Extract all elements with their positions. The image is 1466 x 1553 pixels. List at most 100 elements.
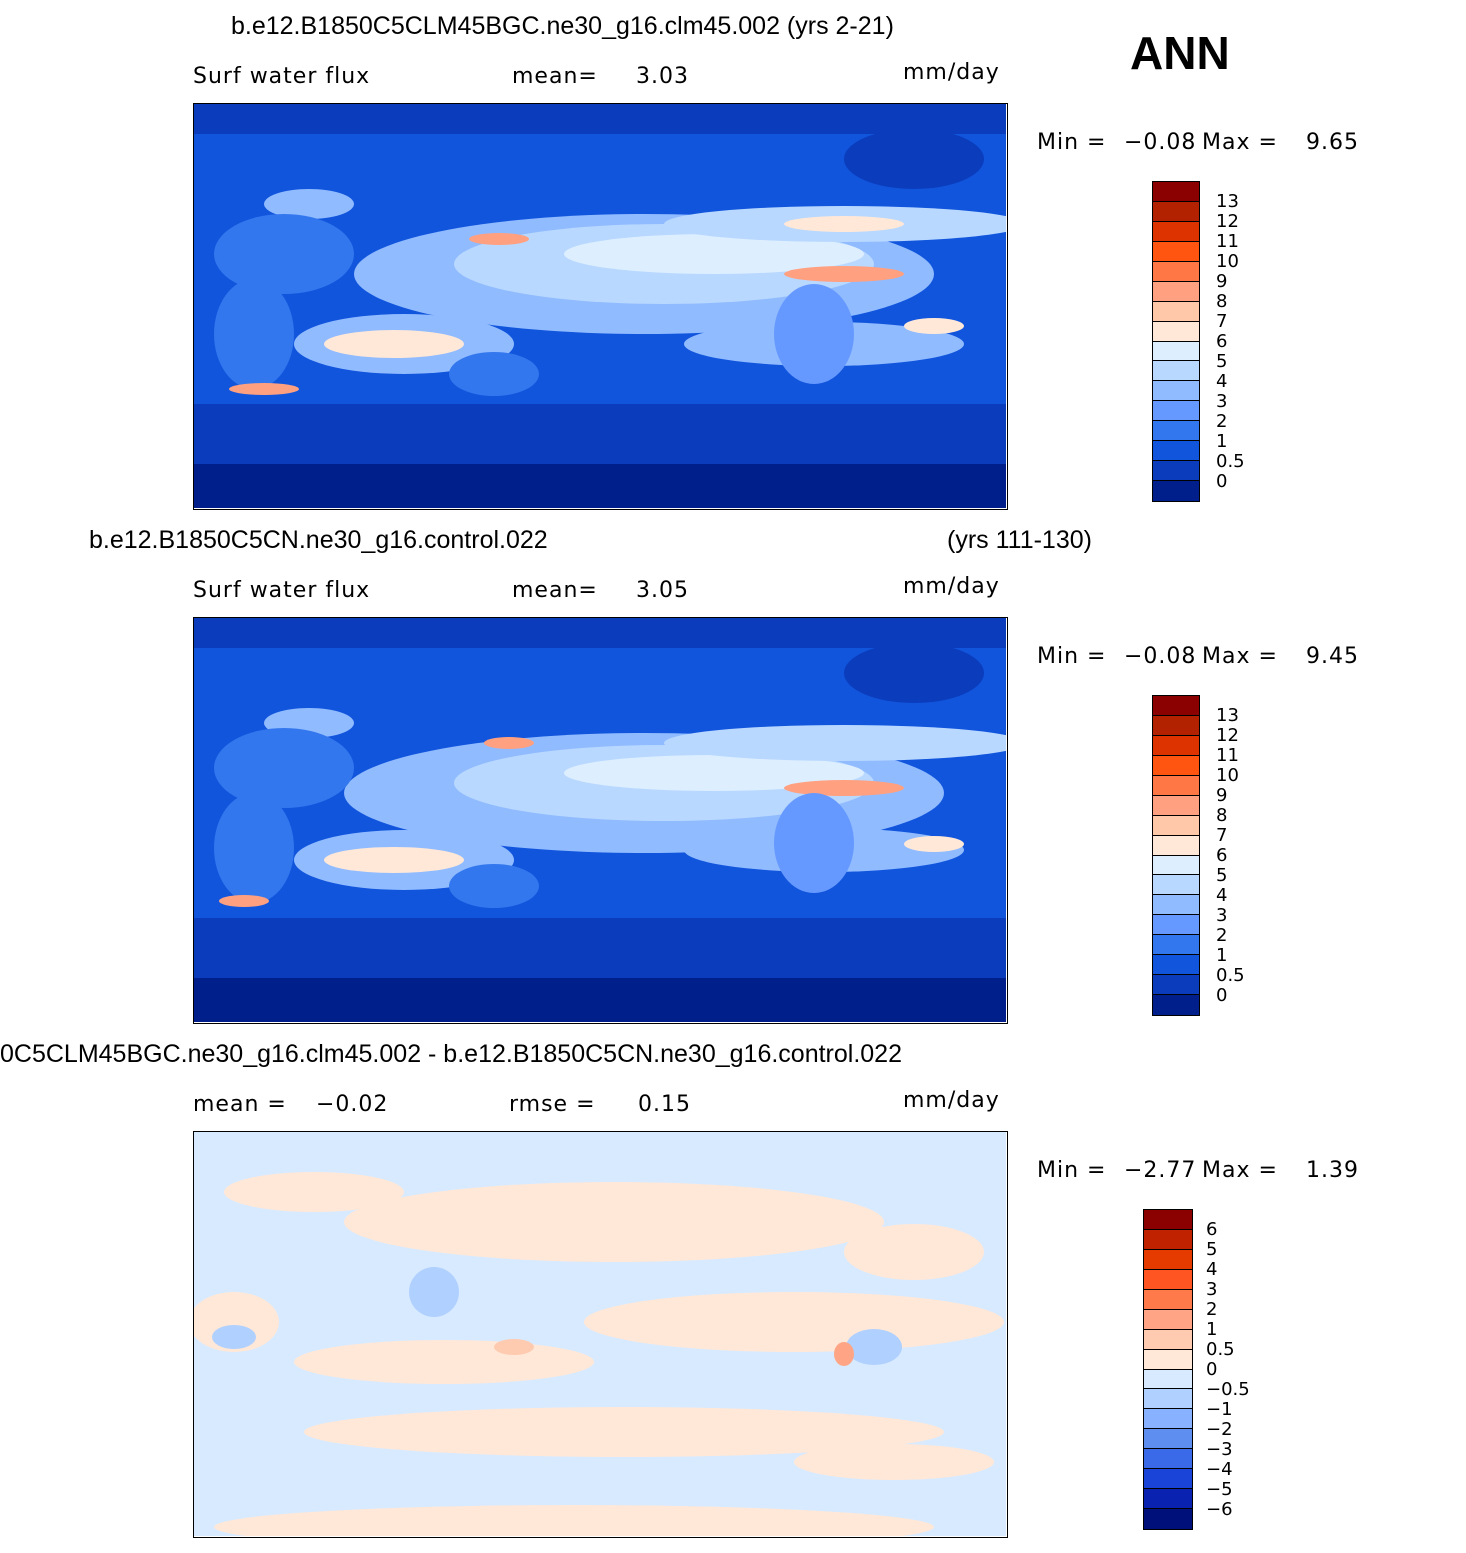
colorbar-tick-label: 13 — [1216, 705, 1239, 726]
colorbar-swatch — [1153, 361, 1199, 382]
colorbar-tick-label: 12 — [1216, 725, 1239, 746]
colorbar-tick-label: 7 — [1216, 311, 1228, 332]
season-label: ANN — [1130, 27, 1230, 79]
colorbar-tick-label: −0.5 — [1206, 1379, 1250, 1400]
panel-1-stat1-value: 3.03 — [636, 64, 689, 89]
panel-2-stat1-value: 3.05 — [636, 578, 689, 603]
colorbar-swatch — [1153, 261, 1199, 282]
panel-3-map — [193, 1131, 1008, 1538]
colorbar-swatch — [1153, 241, 1199, 262]
colorbar-swatch — [1153, 182, 1199, 202]
colorbar-swatch — [1153, 461, 1199, 482]
colorbar-tick-label: 6 — [1206, 1219, 1218, 1240]
panel-1-min-value: −0.08 — [1124, 130, 1197, 155]
colorbar-tick-label: 0.5 — [1216, 451, 1245, 472]
colorbar-swatch — [1153, 381, 1199, 402]
colorbar-tick-label: 3 — [1216, 391, 1228, 412]
panel-1-stat1-label: mean= — [512, 64, 598, 89]
colorbar-tick-label: −1 — [1206, 1399, 1233, 1420]
colorbar-tick-label: 7 — [1216, 825, 1228, 846]
panel-3-colorbar — [1143, 1209, 1193, 1530]
colorbar-swatch — [1144, 1269, 1192, 1290]
panel-3-stat2-label: rmse = — [509, 1092, 596, 1117]
colorbar-tick-label: 12 — [1216, 211, 1239, 232]
panel-2-units: mm/day — [903, 574, 1000, 599]
colorbar-swatch — [1153, 201, 1199, 222]
colorbar-tick-label: 6 — [1216, 331, 1228, 352]
panel-2-colorbar — [1152, 695, 1200, 1016]
colorbar-swatch — [1153, 995, 1199, 1015]
colorbar-swatch — [1144, 1509, 1192, 1529]
colorbar-swatch — [1144, 1229, 1192, 1250]
panel-3-title: 0C5CLM45BGC.ne30_g16.clm45.002 - b.e12.B… — [0, 1040, 902, 1068]
panel-1-colorbar-ticks: 13 12 11 10 9 8 7 6 5 4 3 2 1 0.5 0 — [1216, 192, 1245, 492]
panel-1-title: b.e12.B1850C5CLM45BGC.ne30_g16.clm45.002… — [231, 12, 894, 40]
colorbar-swatch — [1153, 795, 1199, 816]
panel-2-max-label: Max = — [1202, 644, 1278, 669]
panel-1-map — [193, 103, 1008, 510]
colorbar-tick-label: 6 — [1216, 845, 1228, 866]
colorbar-tick-label: 9 — [1216, 271, 1228, 292]
colorbar-tick-label: −3 — [1206, 1439, 1233, 1460]
colorbar-tick-label: −2 — [1206, 1419, 1233, 1440]
colorbar-swatch — [1144, 1489, 1192, 1510]
colorbar-tick-label: 1 — [1206, 1319, 1218, 1340]
colorbar-swatch — [1144, 1469, 1192, 1490]
colorbar-tick-label: −4 — [1206, 1459, 1233, 1480]
panel-2-max-value: 9.45 — [1306, 644, 1359, 669]
colorbar-tick-label: 2 — [1216, 411, 1228, 432]
colorbar-swatch — [1153, 935, 1199, 956]
colorbar-swatch — [1153, 441, 1199, 462]
colorbar-tick-label: 2 — [1216, 925, 1228, 946]
colorbar-swatch — [1153, 221, 1199, 242]
colorbar-tick-label: 3 — [1206, 1279, 1218, 1300]
colorbar-swatch — [1153, 715, 1199, 736]
panel-3-map-graphic — [194, 1132, 1006, 1536]
colorbar-tick-label: 11 — [1216, 231, 1239, 252]
colorbar-tick-label: 10 — [1216, 251, 1239, 272]
colorbar-tick-label: 11 — [1216, 745, 1239, 766]
colorbar-swatch — [1144, 1369, 1192, 1390]
colorbar-tick-label: 5 — [1216, 865, 1228, 886]
colorbar-swatch — [1144, 1289, 1192, 1310]
panel-3-max-label: Max = — [1202, 1158, 1278, 1183]
colorbar-swatch — [1153, 341, 1199, 362]
colorbar-tick-label: 5 — [1216, 351, 1228, 372]
colorbar-swatch — [1153, 875, 1199, 896]
colorbar-tick-label: 0.5 — [1206, 1339, 1235, 1360]
colorbar-tick-label: 10 — [1216, 765, 1239, 786]
colorbar-swatch — [1153, 401, 1199, 422]
panel-2-stat1-label: mean= — [512, 578, 598, 603]
colorbar-swatch — [1144, 1309, 1192, 1330]
panel-1-max-value: 9.65 — [1306, 130, 1359, 155]
panel-2-map — [193, 617, 1008, 1024]
colorbar-swatch — [1144, 1449, 1192, 1470]
colorbar-swatch — [1153, 321, 1199, 342]
colorbar-swatch — [1153, 735, 1199, 756]
colorbar-swatch — [1153, 915, 1199, 936]
colorbar-tick-label: 1 — [1216, 945, 1228, 966]
panel-3-stat1-value: −0.02 — [316, 1092, 389, 1117]
colorbar-tick-label: 3 — [1216, 905, 1228, 926]
panel-2-title: b.e12.B1850C5CN.ne30_g16.control.022 — [89, 526, 548, 554]
panel-2-min-label: Min = — [1037, 644, 1107, 669]
colorbar-swatch — [1153, 481, 1199, 501]
panel-2-variable: Surf water flux — [193, 578, 371, 603]
colorbar-tick-label: 0 — [1216, 985, 1228, 1006]
colorbar-swatch — [1144, 1349, 1192, 1370]
panel-3-stat2-value: 0.15 — [638, 1092, 691, 1117]
colorbar-swatch — [1153, 815, 1199, 836]
colorbar-tick-label: 5 — [1206, 1239, 1218, 1260]
panel-1-min-label: Min = — [1037, 130, 1107, 155]
colorbar-tick-label: 0 — [1206, 1359, 1218, 1380]
colorbar-swatch — [1153, 975, 1199, 996]
panel-1-map-graphic — [194, 104, 1006, 508]
colorbar-tick-label: −5 — [1206, 1479, 1233, 1500]
panel-1-colorbar — [1152, 181, 1200, 502]
colorbar-swatch — [1153, 301, 1199, 322]
panel-2-title-years: (yrs 111-130) — [947, 526, 1092, 554]
colorbar-tick-label: 13 — [1216, 191, 1239, 212]
colorbar-tick-label: 8 — [1216, 291, 1228, 312]
colorbar-swatch — [1144, 1329, 1192, 1350]
panel-3-colorbar-ticks: 6 5 4 3 2 1 0.5 0 −0.5 −1 −2 −3 −4 −5 −6 — [1206, 1220, 1250, 1520]
